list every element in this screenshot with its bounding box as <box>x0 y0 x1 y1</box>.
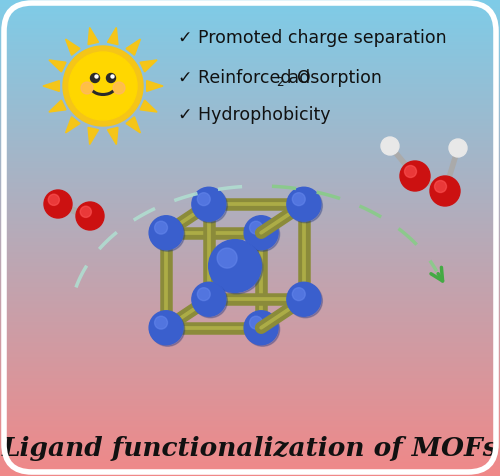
Polygon shape <box>140 61 157 73</box>
Circle shape <box>194 284 228 318</box>
Circle shape <box>192 188 226 222</box>
Polygon shape <box>108 128 118 145</box>
Polygon shape <box>126 40 140 56</box>
Text: ✓ Promoted charge separation: ✓ Promoted charge separation <box>178 29 446 47</box>
Circle shape <box>246 218 280 252</box>
Circle shape <box>287 188 321 222</box>
Circle shape <box>250 222 262 235</box>
Circle shape <box>90 74 100 83</box>
Polygon shape <box>88 29 99 46</box>
Circle shape <box>150 218 184 252</box>
Circle shape <box>381 138 399 156</box>
Text: ✓ Hydrophobicity: ✓ Hydrophobicity <box>178 106 330 124</box>
Circle shape <box>154 222 168 235</box>
Polygon shape <box>66 118 80 134</box>
Text: 2: 2 <box>276 75 284 89</box>
Circle shape <box>198 288 210 301</box>
Circle shape <box>287 283 321 317</box>
Circle shape <box>48 195 60 206</box>
Polygon shape <box>49 101 66 113</box>
Circle shape <box>113 83 125 95</box>
Circle shape <box>250 317 262 329</box>
Circle shape <box>217 248 237 268</box>
Polygon shape <box>140 101 157 113</box>
Circle shape <box>149 311 183 345</box>
Circle shape <box>288 284 322 318</box>
Circle shape <box>208 240 262 293</box>
Circle shape <box>63 47 143 127</box>
Circle shape <box>44 190 72 218</box>
Circle shape <box>150 313 184 347</box>
Polygon shape <box>49 61 66 73</box>
Polygon shape <box>108 29 118 46</box>
Circle shape <box>434 181 446 193</box>
Circle shape <box>69 53 137 121</box>
Text: Ligand functionalization of MOFs: Ligand functionalization of MOFs <box>2 436 498 461</box>
Text: ✓ Reinforced O: ✓ Reinforced O <box>178 69 311 87</box>
Circle shape <box>95 76 98 79</box>
Circle shape <box>149 216 183 250</box>
Circle shape <box>198 193 210 206</box>
Polygon shape <box>88 128 99 145</box>
Circle shape <box>210 242 263 294</box>
Circle shape <box>244 216 278 250</box>
Circle shape <box>81 83 93 95</box>
Circle shape <box>449 140 467 158</box>
Circle shape <box>246 313 280 347</box>
Circle shape <box>106 74 116 83</box>
Circle shape <box>111 76 114 79</box>
Circle shape <box>404 166 416 178</box>
Text: adsorption: adsorption <box>283 69 382 87</box>
Circle shape <box>292 193 305 206</box>
Circle shape <box>154 317 168 329</box>
Polygon shape <box>146 81 163 92</box>
Polygon shape <box>126 118 140 134</box>
Circle shape <box>400 162 430 192</box>
Polygon shape <box>66 40 80 56</box>
Circle shape <box>244 311 278 345</box>
Circle shape <box>430 177 460 207</box>
Circle shape <box>80 207 92 218</box>
Polygon shape <box>43 81 60 92</box>
Circle shape <box>76 203 104 230</box>
Circle shape <box>192 283 226 317</box>
Circle shape <box>292 288 305 301</box>
Circle shape <box>288 189 322 223</box>
Circle shape <box>194 189 228 223</box>
